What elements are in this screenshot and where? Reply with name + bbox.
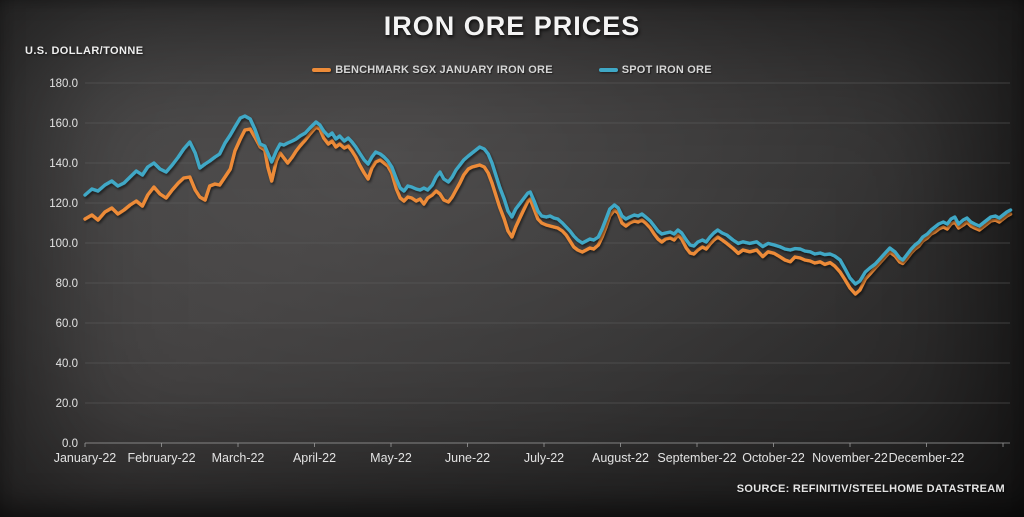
legend-item-benchmark: BENCHMARK SGX JANUARY IRON ORE	[312, 64, 553, 76]
y-tick-label: 40.0	[56, 358, 78, 370]
x-tick-label: September-22	[657, 451, 736, 465]
benchmark-series-swatch	[312, 68, 332, 72]
spot-series-swatch	[598, 68, 618, 72]
spot-series-label: SPOT IRON ORE	[621, 64, 712, 76]
x-tick-label: July-22	[524, 451, 564, 465]
y-tick-label: 140.0	[49, 158, 78, 170]
x-tick-label: February-22	[127, 451, 195, 465]
y-tick-label: 0.0	[62, 438, 78, 450]
legend: BENCHMARK SGX JANUARY IRON ORE SPOT IRON…	[0, 62, 1024, 78]
x-tick-label: November-22	[812, 451, 888, 465]
benchmark-series-label: BENCHMARK SGX JANUARY IRON ORE	[335, 64, 553, 76]
y-tick-label: 120.0	[49, 198, 78, 210]
x-tick-label: October-22	[742, 451, 805, 465]
legend-item-spot: SPOT IRON ORE	[598, 64, 712, 76]
x-tick-label: August-22	[592, 451, 649, 465]
y-axis-unit-label: U.S. DOLLAR/TONNE	[25, 45, 144, 57]
y-tick-label: 80.0	[56, 278, 78, 290]
x-tick-label: May-22	[370, 451, 412, 465]
y-tick-label: 20.0	[56, 398, 78, 410]
series-line-spot	[83, 114, 1013, 286]
y-tick-label: 180.0	[49, 78, 78, 90]
x-tick-label: December-22	[889, 451, 965, 465]
x-tick-label: June-22	[445, 451, 490, 465]
series-line-benchmark-sgx	[83, 125, 1013, 296]
x-tick-label: March-22	[212, 451, 265, 465]
x-tick-label: January-22	[54, 451, 117, 465]
chart-title: IRON ORE PRICES	[383, 11, 641, 41]
y-tick-label: 160.0	[49, 118, 78, 130]
x-tick-label: April-22	[293, 451, 336, 465]
y-tick-label: 60.0	[56, 318, 78, 330]
y-tick-label: 100.0	[49, 238, 78, 250]
source-attribution: SOURCE: REFINITIV/STEELHOME DATASTREAM	[736, 483, 1005, 495]
